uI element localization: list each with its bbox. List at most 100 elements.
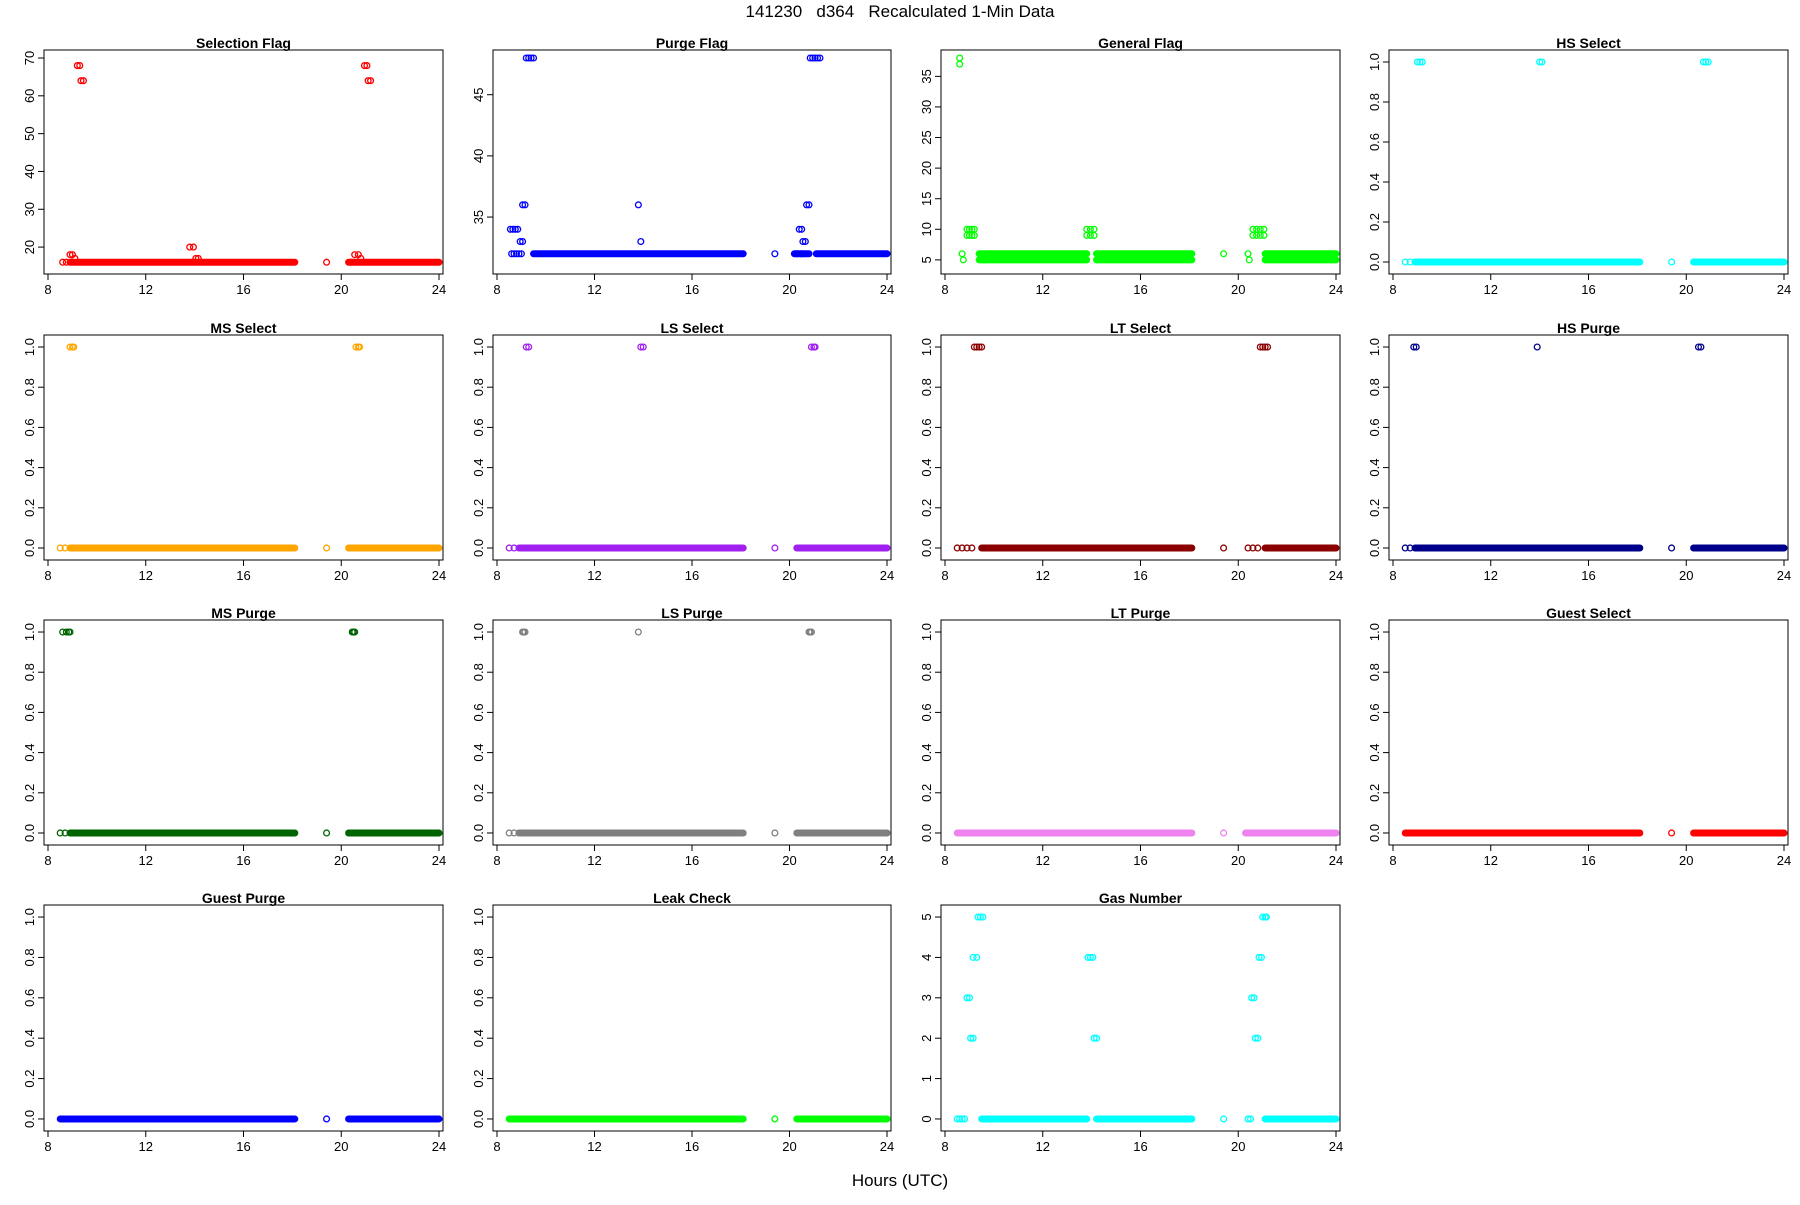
data-point [771,250,779,258]
data-point [1220,1115,1228,1123]
data-point [77,77,85,85]
y-tick-label: 0.0 [1367,824,1382,842]
x-tick-label: 24 [880,282,894,297]
data-point [1246,1115,1255,1123]
data-point [973,343,981,351]
x-tick-label: 24 [1777,568,1791,583]
data-point [639,343,647,351]
x-tick-label: 24 [880,853,894,868]
panel-7: HS Purge 8 12 16 20 24 0.0 0.2 0.4 0.6 0.8 1.0 [1367,320,1791,583]
y-tick-label: 1.0 [22,338,37,356]
data-point [1704,58,1712,66]
y-tick-label: 0.6 [471,989,486,1007]
data-point [956,54,964,62]
panel-11: Guest Select 8 12 16 20 24 0.0 0.2 0.4 0.6 0.8 1.0 [1367,605,1791,868]
panel-title: LT Purge [1111,605,1171,621]
x-tick-label: 20 [782,282,796,297]
panel-1: Purge Flag 8 12 16 20 24 35 40 45 [471,35,894,297]
x-tick-label: 8 [44,568,51,583]
data-point [192,254,200,262]
x-tick-label: 12 [139,853,153,868]
data-point [1264,343,1272,351]
data-point [963,994,971,1002]
plot-frame [492,334,892,561]
data-point-run [812,250,891,258]
y-tick-label: 1.0 [919,623,934,641]
panel-title: Guest Purge [202,890,285,906]
y-tick-label: 20 [22,240,37,254]
y-tick-label: 35 [471,210,486,224]
data-point [514,225,522,233]
panel-title: LT Select [1110,320,1172,336]
data-point [56,829,64,837]
x-tick-label: 8 [941,853,948,868]
data-point-run [1093,1115,1196,1123]
x-tick-label: 20 [782,1139,796,1154]
data-point-run [56,1115,299,1123]
panel-3: HS Select 8 12 16 20 24 0.0 0.2 0.4 0.6 0.8 1.0 [1367,35,1791,297]
data-point [974,913,982,921]
y-tick-label: 0.8 [22,663,37,681]
data-point [1260,225,1268,233]
data-point [813,54,822,62]
plot-frame [43,334,444,561]
y-tick-label: 0.2 [1367,213,1382,231]
x-tick-label: 12 [139,282,153,297]
data-point-run [793,1115,891,1123]
data-point [1086,953,1094,961]
y-tick-label: 0.4 [919,744,934,762]
data-point-run [978,544,1196,552]
x-tick-label: 12 [587,282,601,297]
data-point [79,77,87,85]
data-point [357,254,365,262]
data-point-run [505,1115,747,1123]
data-point [61,829,69,837]
y-tick-label: 1.0 [471,908,486,926]
panel-title: Selection Flag [196,35,291,51]
x-tick-label: 20 [1231,568,1245,583]
data-point [351,628,359,636]
data-point-run [345,829,443,837]
data-point [1401,258,1409,266]
x-tick-label: 16 [685,568,699,583]
y-tick-label: 70 [22,51,37,65]
data-point-run [793,829,891,837]
data-point [1253,231,1261,239]
data-point [1694,343,1703,351]
data-point [76,62,84,70]
x-tick-label: 24 [1777,282,1791,297]
data-point [816,54,824,62]
plot-frame [1388,49,1789,275]
data-point [1536,58,1544,66]
main-title: 141230 d364 Recalculated 1-Min Data [745,2,1055,21]
data-point [522,54,530,62]
data-point [1256,231,1264,239]
panel-2: General Flag 8 12 16 20 24 5 10 15 20 25 30 35 [919,35,1343,297]
data-point [637,343,645,351]
y-tick-label: 0.8 [22,378,37,396]
y-tick-label: 1.0 [919,338,934,356]
data-point [798,225,806,233]
x-tick-label: 24 [432,282,446,297]
panel-13: Leak Check 8 12 16 20 24 0.0 0.2 0.4 0.6 0.8 1.0 [471,890,894,1154]
data-point [1251,1034,1259,1042]
plot-frame [43,619,444,846]
y-tick-label: 1.0 [1367,623,1382,641]
x-tick-label: 24 [432,1139,446,1154]
data-point [323,1115,331,1123]
data-point [66,628,74,636]
data-point [1090,225,1098,233]
data-point [1086,231,1094,239]
panel-title: Purge Flag [656,35,728,51]
data-point-run [530,250,747,258]
x-tick-label: 20 [1679,853,1693,868]
plot-frame [1388,334,1789,561]
data-point [1259,913,1267,921]
panel-title: MS Select [210,320,276,336]
x-tick-label: 12 [1036,853,1050,868]
y-tick-label: 1.0 [22,908,37,926]
panel-title: Leak Check [653,890,731,906]
plot-frame [940,619,1341,846]
y-tick-label: 0.4 [471,744,486,762]
data-point [801,237,809,246]
